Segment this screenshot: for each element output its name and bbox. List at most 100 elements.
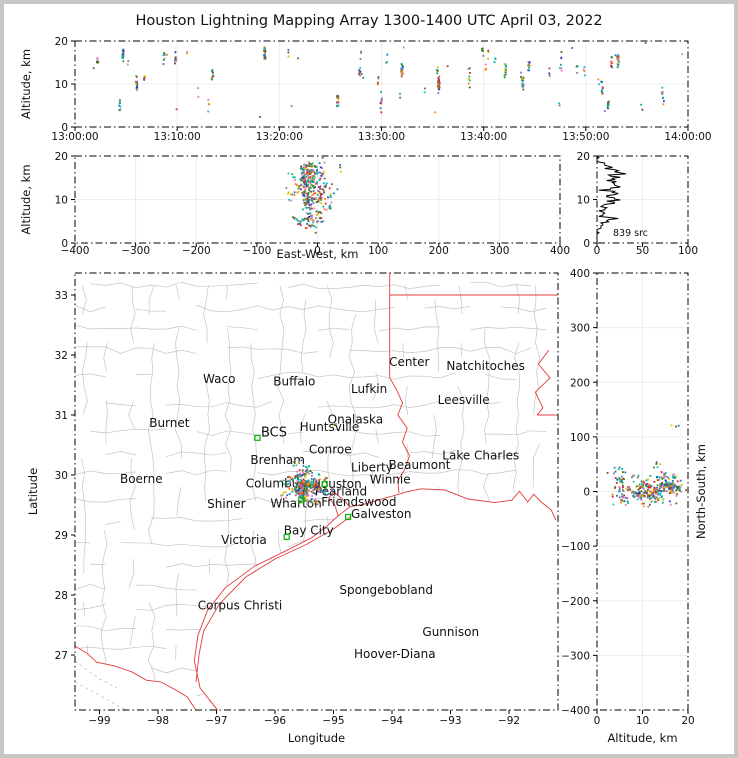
lightning-source-point (174, 57, 177, 60)
lightning-source-point (316, 181, 318, 183)
lightning-source-point (309, 178, 312, 181)
lightning-source-point (197, 96, 200, 98)
lightning-source-point (325, 184, 327, 187)
lightning-source-point (681, 53, 684, 56)
lightning-source-point (312, 171, 315, 173)
lightning-source-point (653, 487, 656, 489)
longitude-tick-label: −97 (205, 715, 227, 727)
lightning-source-point (288, 475, 291, 478)
lightning-source-point (292, 464, 295, 467)
lightning-source-point (295, 486, 297, 489)
lightning-source-point (528, 69, 530, 72)
lightning-source-point (312, 202, 315, 205)
lightning-source-point (311, 180, 314, 183)
lightning-source-point (657, 488, 659, 491)
lightning-source-point (315, 479, 318, 482)
lightning-source-point (304, 470, 307, 473)
lightning-source-point (487, 49, 490, 52)
lightning-source-point (674, 477, 677, 479)
lightning-source-point (302, 176, 305, 179)
lightning-source-point (610, 65, 613, 68)
lightning-source-point (310, 480, 313, 483)
lightning-source-point (305, 176, 308, 179)
lightning-source-point (305, 484, 308, 487)
lightning-source-point (305, 173, 307, 175)
red-boundary-line (534, 349, 551, 416)
city-label-shiner: Shiner (207, 497, 246, 511)
lightning-source-point (655, 492, 657, 495)
lightning-source-point (401, 70, 403, 72)
lightning-source-point (646, 483, 649, 485)
lightning-source-point (301, 168, 304, 171)
lightning-source-point (613, 466, 616, 469)
lightning-source-point (664, 482, 667, 484)
lightning-source-point (299, 495, 302, 497)
scatter-eastwest-altitude (285, 157, 342, 234)
lightning-source-point (307, 183, 309, 186)
lightning-source-point (291, 193, 294, 196)
lightning-source-point (658, 476, 661, 478)
lightning-source-point (319, 217, 322, 220)
lightning-source-point (652, 494, 655, 497)
lightning-source-point (632, 494, 634, 497)
northsouth-tick-label: −400 (561, 705, 590, 717)
lightning-source-point (649, 484, 652, 487)
lightning-source-point (337, 104, 340, 107)
lightning-source-point (319, 177, 322, 180)
city-label-huntsville: Huntsville (300, 420, 360, 434)
lightning-source-point (303, 472, 305, 475)
lightning-source-point (503, 63, 506, 65)
county-line (251, 314, 257, 703)
lightning-source-point (661, 91, 664, 94)
lightning-source-point (654, 490, 657, 492)
county-line (457, 285, 465, 675)
platform-label-spongebobland: Spongebobland (339, 583, 433, 597)
lightning-source-point (186, 52, 189, 55)
lightning-source-point (493, 61, 496, 63)
lightning-source-point (314, 166, 317, 169)
lightning-source-point (656, 466, 659, 469)
lightning-source-point (640, 497, 643, 499)
lightning-source-point (661, 86, 664, 89)
lightning-source-point (96, 58, 99, 61)
lightning-source-point (313, 178, 316, 181)
lightning-source-point (312, 489, 315, 492)
lightning-source-point (636, 498, 639, 501)
lightning-source-point (314, 182, 317, 185)
lightning-source-point (297, 190, 300, 193)
lightning-source-point (647, 505, 650, 508)
lightning-source-point (301, 495, 304, 497)
lightning-source-point (641, 502, 643, 505)
lightning-source-point (662, 489, 665, 492)
lightning-source-point (311, 207, 313, 210)
lightning-source-point (663, 100, 665, 103)
lightning-source-point (676, 486, 679, 489)
lightning-source-point (287, 191, 290, 194)
lightning-source-point (300, 475, 302, 478)
city-label-galveston: Galveston (351, 507, 411, 521)
lightning-source-point (668, 478, 670, 480)
lightning-source-point (304, 204, 307, 206)
lightning-source-point (304, 227, 307, 229)
lightning-source-point (318, 162, 321, 164)
lightning-source-point (306, 180, 309, 182)
lightning-source-point (481, 49, 484, 52)
lightning-source-point (676, 480, 679, 483)
lightning-source-point (646, 490, 649, 492)
lightning-source-point (662, 477, 665, 479)
lightning-source-point (306, 170, 309, 173)
lightning-source-point (311, 194, 314, 196)
x-axis-title: Longitude (288, 731, 345, 745)
lightning-source-point (658, 492, 661, 495)
lightning-source-point (468, 75, 471, 78)
lightning-source-point (529, 64, 531, 67)
lightning-source-point (300, 459, 303, 462)
lightning-source-point (655, 501, 658, 503)
lightning-source-point (642, 491, 645, 494)
lightning-source-point (312, 175, 315, 177)
lightning-source-point (305, 479, 308, 482)
lightning-source-point (287, 55, 290, 58)
lightning-source-point (424, 87, 426, 90)
lightning-source-point (303, 490, 306, 492)
